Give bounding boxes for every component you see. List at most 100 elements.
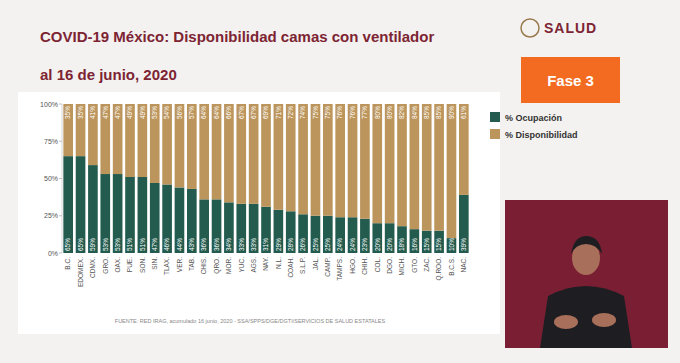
data-label: 85% xyxy=(435,106,442,119)
data-label: 20% xyxy=(374,238,381,251)
data-label: 23% xyxy=(361,238,368,251)
x-tick-label: HGO. xyxy=(349,257,356,274)
bar xyxy=(434,104,444,231)
data-label: 53% xyxy=(102,238,109,251)
bar xyxy=(397,226,407,253)
x-tick-label: SON. xyxy=(139,257,146,273)
data-label: 33% xyxy=(250,238,257,251)
bar xyxy=(410,229,420,253)
x-tick-label: ZAC. xyxy=(423,257,430,272)
bar xyxy=(212,104,222,199)
bar xyxy=(372,104,382,223)
bar xyxy=(150,104,160,183)
data-label: 49% xyxy=(126,106,133,119)
legend-label: % Ocupación xyxy=(505,113,562,123)
bar xyxy=(348,104,358,217)
bar xyxy=(323,104,333,216)
bar xyxy=(88,104,98,165)
x-tick-label: SIN. xyxy=(151,257,158,270)
x-tick-label: S.L.P. xyxy=(299,257,306,274)
data-label: 80% xyxy=(374,106,381,119)
bar xyxy=(100,174,110,253)
bar xyxy=(150,183,160,253)
data-label: 24% xyxy=(349,238,356,251)
data-label: 66% xyxy=(225,106,232,119)
bar xyxy=(410,104,420,229)
data-label: 35% xyxy=(77,106,84,119)
bar xyxy=(224,104,234,202)
bar xyxy=(311,104,321,216)
data-label: 10% xyxy=(448,238,455,251)
bar xyxy=(175,104,185,187)
data-label: 61% xyxy=(460,106,467,119)
chart-panel xyxy=(18,92,500,334)
bar xyxy=(434,231,444,253)
x-tick-label: COAH. xyxy=(287,257,294,278)
bar xyxy=(100,104,110,174)
data-label: 28% xyxy=(287,238,294,251)
inset-hair xyxy=(571,236,602,254)
data-label: 47% xyxy=(151,238,158,251)
bar xyxy=(187,104,197,189)
logo: SALUD xyxy=(521,19,597,37)
data-label: 56% xyxy=(176,106,183,119)
bar xyxy=(422,104,432,231)
data-label: 26% xyxy=(299,238,306,251)
data-label: 57% xyxy=(188,106,195,119)
data-label: 76% xyxy=(349,106,356,119)
data-label: 47% xyxy=(102,106,109,119)
bar xyxy=(212,199,222,253)
data-label: 24% xyxy=(336,238,343,251)
data-label: 65% xyxy=(77,238,84,251)
bar xyxy=(113,104,123,174)
data-label: 16% xyxy=(411,238,418,251)
bar xyxy=(249,104,259,204)
x-tick-label: MICH. xyxy=(398,257,405,276)
x-tick-label: AGS. xyxy=(250,257,257,273)
bar xyxy=(199,104,209,199)
data-label: 59% xyxy=(89,238,96,251)
data-label: 53% xyxy=(151,106,158,119)
y-tick xyxy=(59,215,62,216)
bar xyxy=(335,104,345,217)
legend-label: % Disponibilidad xyxy=(505,130,578,140)
bar xyxy=(88,165,98,253)
bar xyxy=(447,238,457,253)
data-label: 29% xyxy=(275,238,282,251)
bar xyxy=(298,214,308,253)
bar xyxy=(360,219,370,253)
bar xyxy=(236,104,246,204)
data-label: 39% xyxy=(460,238,467,251)
data-label: 72% xyxy=(287,106,294,119)
legend-swatch xyxy=(490,129,500,139)
data-label: 71% xyxy=(275,106,282,119)
bar xyxy=(385,104,395,223)
bar xyxy=(335,217,345,253)
bar xyxy=(397,104,407,226)
data-label: 64% xyxy=(213,106,220,119)
data-label: 85% xyxy=(423,106,430,119)
bar xyxy=(63,104,73,156)
y-tick xyxy=(59,141,62,142)
data-label: 67% xyxy=(250,106,257,119)
x-tick-label: NAY. xyxy=(262,257,269,271)
bar xyxy=(224,202,234,253)
data-label: 47% xyxy=(114,106,121,119)
x-tick-label: TAMPS. xyxy=(336,257,343,281)
bar xyxy=(125,177,135,253)
logo-text: SALUD xyxy=(544,20,597,36)
x-tick-label: Q.ROO. xyxy=(435,257,443,281)
y-tick-label: 100% xyxy=(40,101,58,108)
data-label: 15% xyxy=(435,238,442,251)
bar xyxy=(348,217,358,253)
x-tick-label: DGO. xyxy=(386,257,393,274)
inset-bg xyxy=(505,200,668,348)
bar xyxy=(125,104,135,177)
data-label: 25% xyxy=(324,238,331,251)
data-label: 67% xyxy=(238,106,245,119)
bar xyxy=(162,184,172,253)
x-tick-label: VER. xyxy=(176,257,183,272)
x-tick-label: B.C.S. xyxy=(448,257,455,276)
bar xyxy=(286,104,296,211)
bar xyxy=(274,210,284,253)
